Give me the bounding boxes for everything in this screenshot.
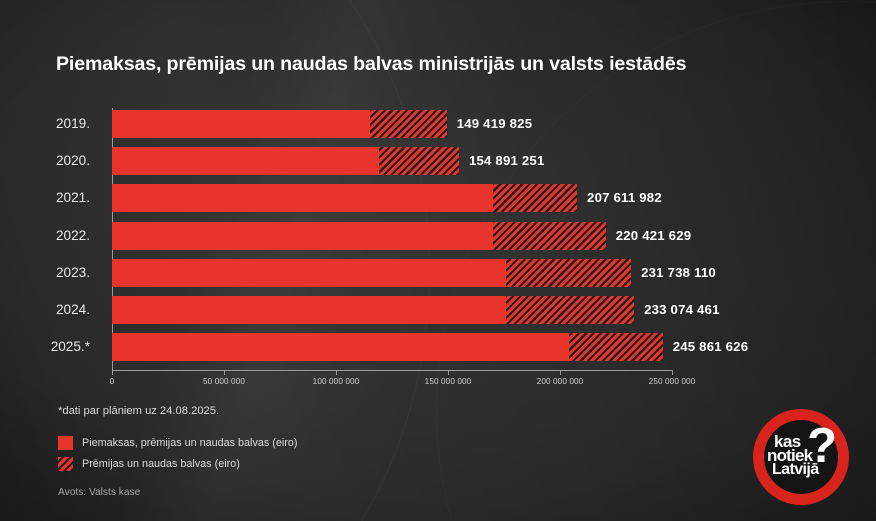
bar-segment-bonuses[interactable] <box>568 333 663 362</box>
x-axis-tick <box>224 370 225 375</box>
logo-line-1: kas <box>774 432 801 451</box>
x-axis-tick <box>672 370 673 375</box>
x-axis-tick-label: 200 000 000 <box>536 377 584 386</box>
y-axis-category-label: 2025.* <box>50 339 90 355</box>
logo-line-3: Latvijā <box>772 461 819 478</box>
chart-row: 2021. 207 611 982 <box>0 184 876 213</box>
bar-segment-bonuses[interactable] <box>378 147 459 176</box>
y-axis-category-label: 2023. <box>55 264 90 280</box>
chart-row: 2020. 154 891 251 <box>0 147 876 176</box>
x-axis-tick <box>560 370 561 375</box>
x-axis-tick-label: 100 000 000 <box>312 377 360 386</box>
logo-line-2: notiek <box>767 446 813 465</box>
brand-logo[interactable]: ? kas notiek Latvijā <box>753 409 849 505</box>
legend-item-label: Piemaksas, prēmijas un naudas balvas (ei… <box>82 437 298 449</box>
x-axis-tick-label: 50 000 000 <box>203 377 245 386</box>
page-title: Piemaksas, prēmijas un naudas balvas min… <box>56 53 687 75</box>
x-axis-line <box>112 370 672 371</box>
chart-row: 2024. 233 074 461 <box>0 296 876 324</box>
x-axis-tick <box>448 370 449 375</box>
x-axis-tick <box>112 370 113 375</box>
source-label: Avots: Valsts kase <box>58 487 141 498</box>
question-mark-icon: ? <box>807 419 837 473</box>
bar-value-label: 207 611 982 <box>587 190 662 206</box>
bar-segment-bonuses[interactable] <box>506 258 632 287</box>
legend-swatch-icon <box>58 436 73 450</box>
legend-item-label: Prēmijas un naudas balvas (eiro) <box>82 458 240 470</box>
bar-value-label: 154 891 251 <box>468 153 545 169</box>
logo-inner-disc <box>764 420 838 494</box>
chart-row: 2019. 149 419 825 <box>0 110 876 138</box>
chart-row: 2025.* 245 861 626 <box>0 333 876 362</box>
y-axis-category-label: 2020. <box>55 153 90 169</box>
x-axis-tick-label: 250 000 000 <box>648 377 696 386</box>
footnote: *dati par plāniem uz 24.08.2025. <box>58 405 220 417</box>
y-axis-category-label: 2022. <box>55 227 90 243</box>
chart-legend: Piemaksas, prēmijas un naudas balvas (ei… <box>58 434 297 476</box>
logo-wordmark: ? kas notiek Latvijā <box>753 409 849 505</box>
x-axis-tick <box>336 370 337 375</box>
bar-value-label: 233 074 461 <box>644 302 720 317</box>
bar-segment-bonuses[interactable] <box>369 110 447 138</box>
bar-segment-bonuses[interactable] <box>506 296 635 324</box>
chart-row: 2022. 220 421 629 <box>0 221 876 250</box>
legend-item[interactable]: Piemaksas, prēmijas un naudas balvas (ei… <box>58 434 297 452</box>
x-axis-tick-label: 150 000 000 <box>424 377 472 386</box>
bar-value-label: 231 738 110 <box>641 264 716 280</box>
y-axis-category-label: 2021. <box>55 190 90 206</box>
bar-value-label: 149 419 825 <box>456 116 533 131</box>
y-axis-category-label: 2019. <box>55 116 90 131</box>
bar-segment-bonuses[interactable] <box>492 221 606 250</box>
bar-value-label: 245 861 626 <box>672 339 749 355</box>
legend-swatch-icon <box>58 457 73 471</box>
y-axis-category-label: 2024. <box>55 302 90 317</box>
bar-value-label: 220 421 629 <box>615 227 692 243</box>
bar-segment-bonuses[interactable] <box>492 184 578 213</box>
x-axis-tick-label: 0 <box>109 377 115 386</box>
legend-item[interactable]: Prēmijas un naudas balvas (eiro) <box>58 455 297 473</box>
chart-row: 2023. 231 738 110 <box>0 258 876 287</box>
